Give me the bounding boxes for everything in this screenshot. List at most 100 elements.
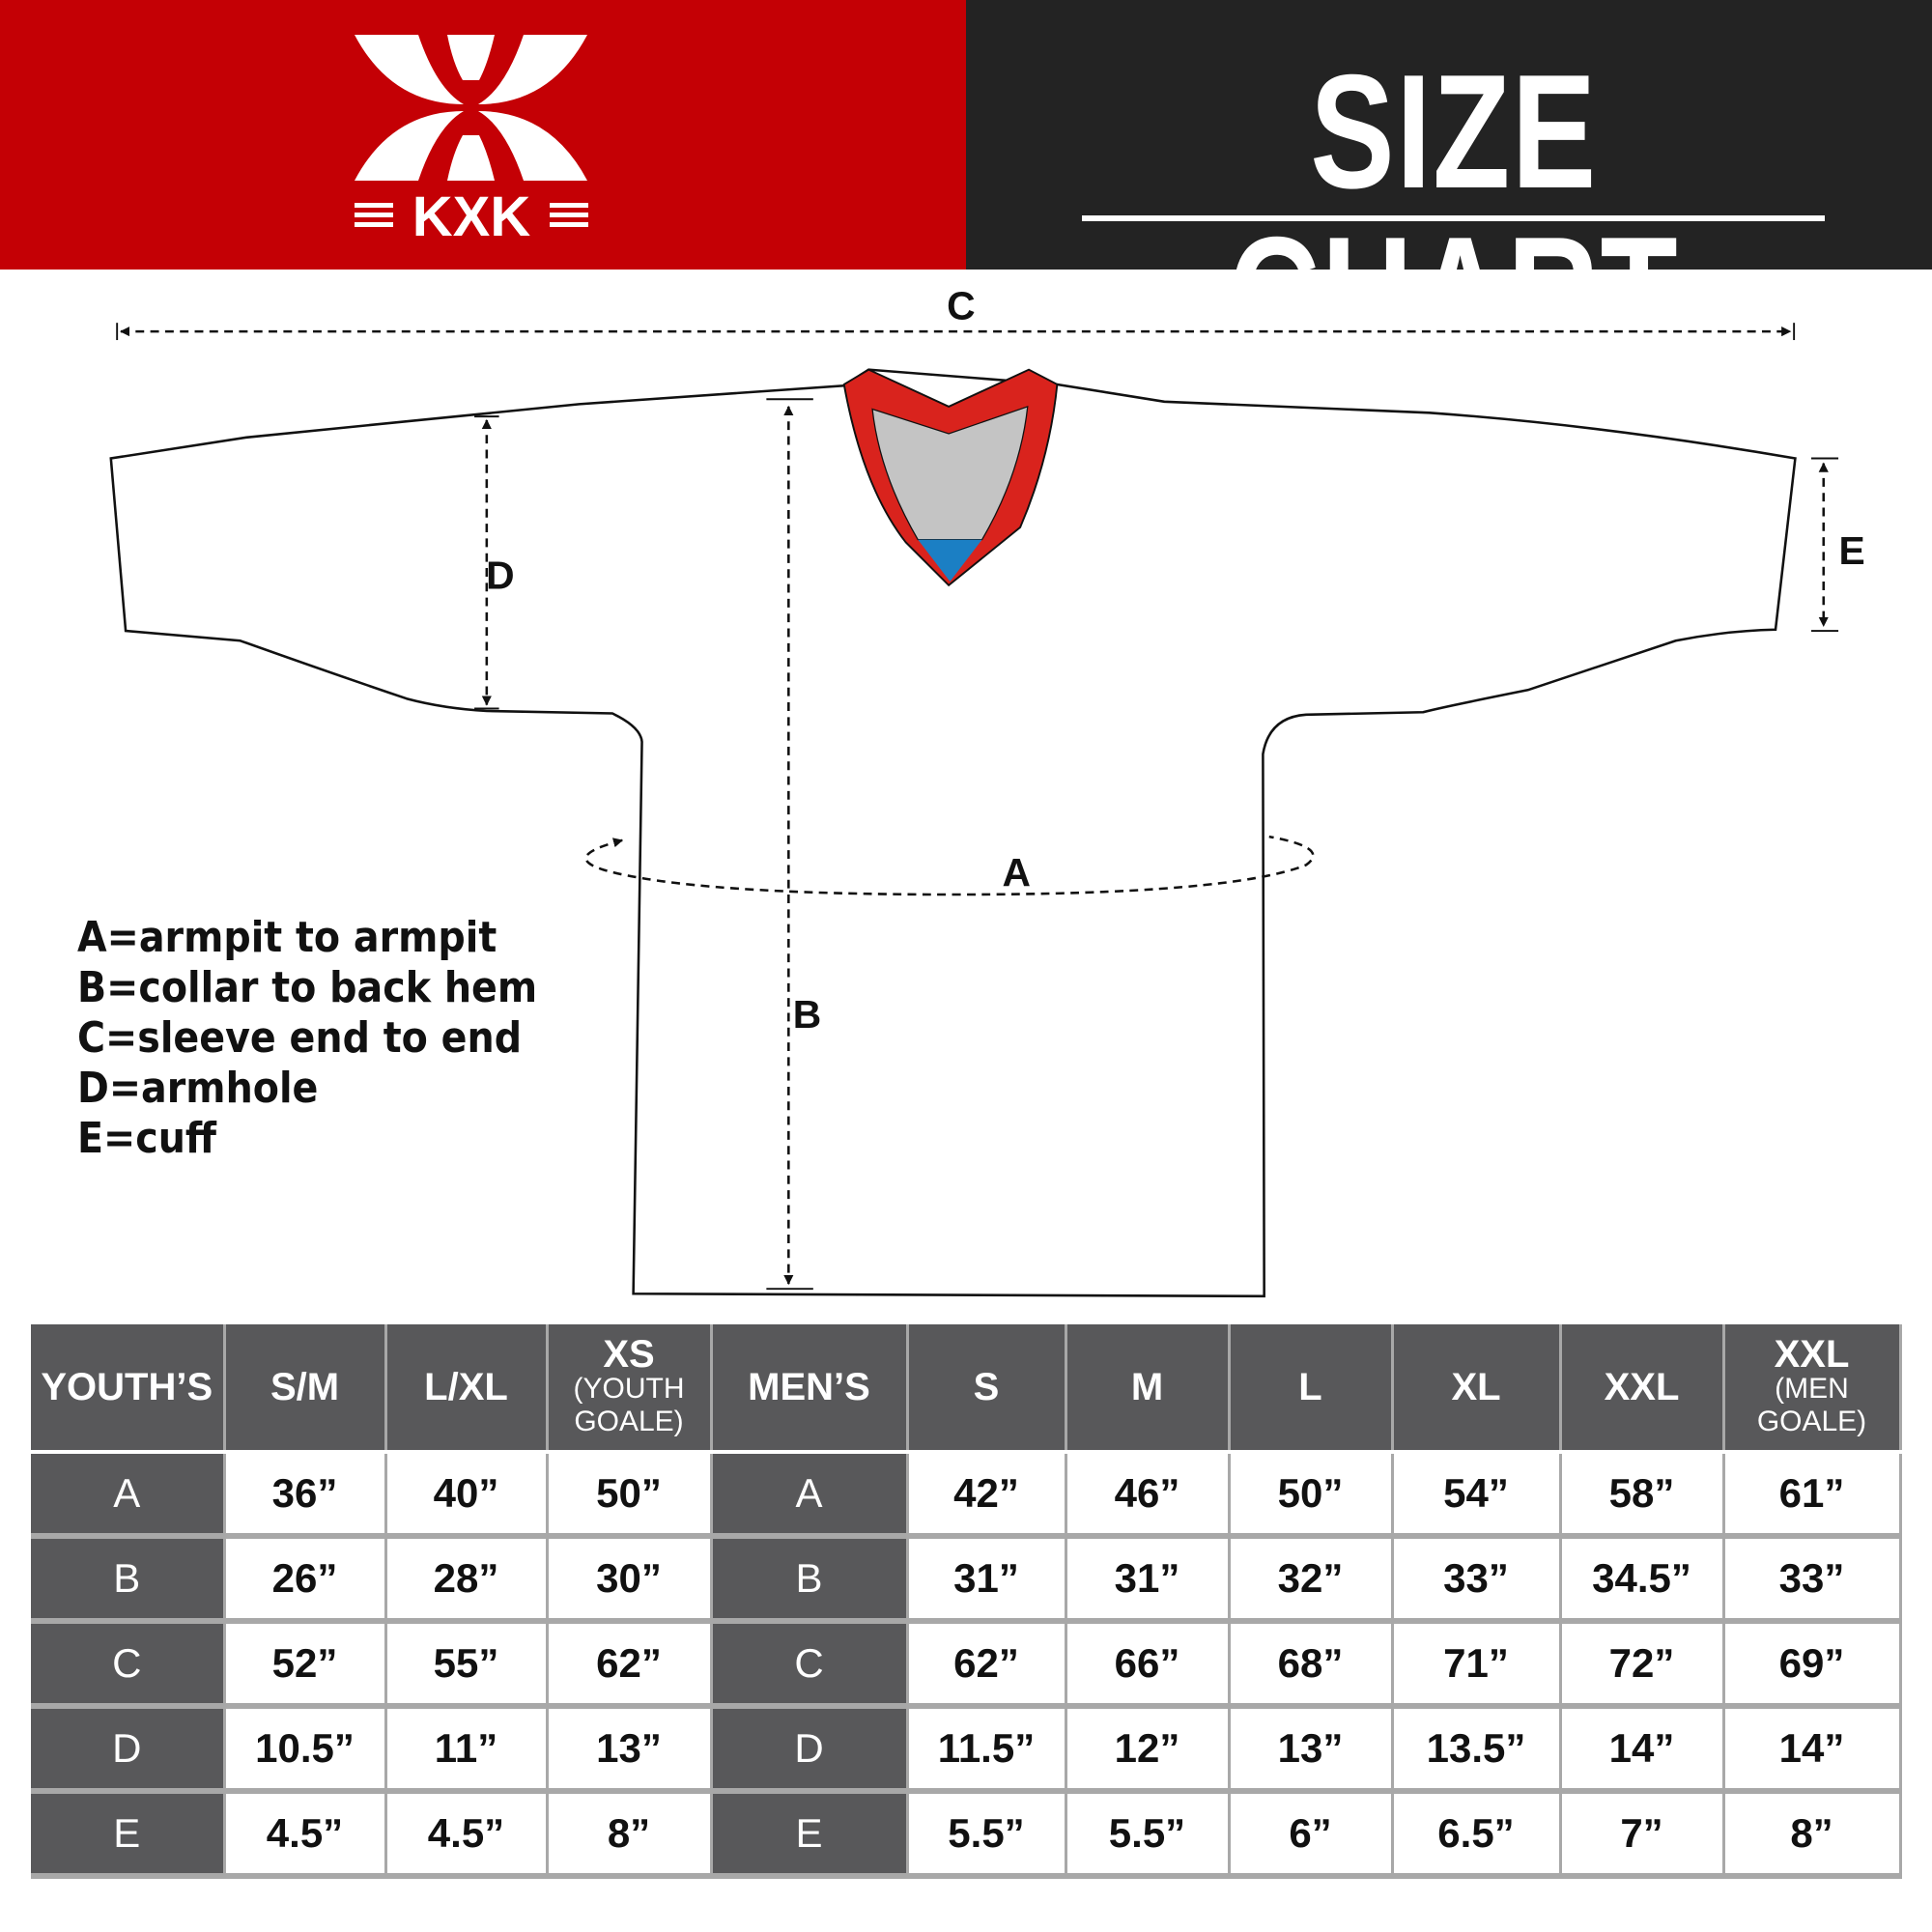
table-cell: 13”	[1229, 1706, 1394, 1794]
column-header-label: MEN’S	[748, 1366, 870, 1408]
table-row: B 26” 28” 30” B 31” 31” 32” 33” 34.5” 33”	[31, 1536, 1902, 1624]
row-label: E	[31, 1791, 226, 1879]
row-label: C	[31, 1621, 226, 1709]
row-label: B	[711, 1536, 909, 1624]
legend-item: B=collar to back hem	[77, 963, 538, 1012]
page-title: SIZE CHART	[1228, 41, 1680, 384]
collar-tip	[918, 539, 982, 582]
column-header: S/M	[224, 1324, 387, 1452]
table-cell: 62”	[907, 1621, 1067, 1709]
column-header: M	[1065, 1324, 1231, 1452]
row-label: B	[31, 1536, 226, 1624]
label-d: D	[486, 554, 514, 598]
table-cell: 7”	[1560, 1791, 1725, 1879]
row-label: A	[711, 1450, 909, 1539]
table-cell: 46”	[1065, 1450, 1231, 1539]
collar-inner	[871, 405, 1029, 541]
table-cell: 32”	[1229, 1536, 1394, 1624]
table-cell: 33”	[1392, 1536, 1562, 1624]
table-cell: 36”	[224, 1450, 387, 1539]
column-header-label: XXL	[1604, 1366, 1680, 1408]
table-cell: 28”	[385, 1536, 549, 1624]
table-row: A 36” 40” 50” A 42” 46” 50” 54” 58” 61”	[31, 1450, 1902, 1539]
label-e: E	[1838, 528, 1864, 573]
table-cell: 34.5”	[1560, 1536, 1725, 1624]
column-header: XXL (MEN GOALE)	[1723, 1324, 1902, 1452]
column-header-sub: (YOUTH GOALE)	[573, 1373, 685, 1437]
row-label: D	[711, 1706, 909, 1794]
table-cell: 68”	[1229, 1621, 1394, 1709]
table-cell: 66”	[1065, 1621, 1231, 1709]
label-c: C	[947, 283, 975, 327]
table-cell: 8”	[1723, 1791, 1902, 1879]
table-cell: 62”	[547, 1621, 713, 1709]
column-header-label: M	[1130, 1366, 1164, 1408]
row-label: D	[31, 1706, 226, 1794]
table-cell: 6.5”	[1392, 1791, 1562, 1879]
table-cell: 26”	[224, 1536, 387, 1624]
table-cell: 14”	[1560, 1706, 1725, 1794]
title-underline	[1082, 215, 1825, 221]
table-cell: 12”	[1065, 1706, 1231, 1794]
table-cell: 52”	[224, 1621, 387, 1709]
column-header-label: S	[973, 1366, 1000, 1408]
legend-item: D=armhole	[77, 1064, 319, 1113]
table-cell: 40”	[385, 1450, 549, 1539]
table-cell: 4.5”	[224, 1791, 387, 1879]
column-header-label: S/M	[270, 1366, 340, 1408]
column-header: XXL	[1560, 1324, 1725, 1452]
table-cell: 11.5”	[907, 1706, 1067, 1794]
jersey-outline	[109, 368, 1797, 1298]
table-cell: 72”	[1560, 1621, 1725, 1709]
column-header-label: XXL	[1774, 1333, 1850, 1376]
column-header-label: L	[1298, 1366, 1322, 1408]
title-header	[966, 0, 1932, 270]
table-cell: 50”	[547, 1450, 713, 1539]
column-header: L	[1229, 1324, 1394, 1452]
table-cell: 33”	[1723, 1536, 1902, 1624]
table-cell: 14”	[1723, 1706, 1902, 1794]
column-header: S	[907, 1324, 1067, 1452]
dimension-a-line	[584, 835, 1315, 896]
table-cell: 10.5”	[224, 1706, 387, 1794]
column-header: YOUTH’S	[31, 1324, 226, 1452]
legend-item: A=armpit to armpit	[77, 913, 497, 962]
table-cell: 30”	[547, 1536, 713, 1624]
table-cell: 4.5”	[385, 1791, 549, 1879]
table-cell: 31”	[1065, 1536, 1231, 1624]
kxk-logo: KXK	[355, 35, 588, 248]
size-table: YOUTH’S S/M L/XL XS (YOUTH GOALE) MEN’S S M L XL X…	[31, 1324, 1902, 1879]
table-row: C 52” 55” 62” C 62” 66” 68” 71” 72” 69”	[31, 1621, 1902, 1709]
row-label: A	[31, 1450, 226, 1539]
column-header-label: XL	[1451, 1366, 1501, 1408]
measurement-legend: A=armpit to armpit B=collar to back hem …	[77, 913, 537, 1164]
table-cell: 11”	[385, 1706, 549, 1794]
table-cell: 8”	[547, 1791, 713, 1879]
table-cell: 55”	[385, 1621, 549, 1709]
brand-header: KXK	[0, 0, 966, 270]
column-header-label: YOUTH’S	[41, 1366, 213, 1408]
legend-item: C=sleeve end to end	[77, 1013, 523, 1063]
table-cell: 58”	[1560, 1450, 1725, 1539]
column-header: XL	[1392, 1324, 1562, 1452]
column-header: L/XL	[385, 1324, 549, 1452]
table-header-row: YOUTH’S S/M L/XL XS (YOUTH GOALE) MEN’S S M L XL X…	[31, 1324, 1902, 1452]
table-cell: 61”	[1723, 1450, 1902, 1539]
label-b: B	[793, 992, 821, 1037]
row-label: C	[711, 1621, 909, 1709]
table-cell: 50”	[1229, 1450, 1394, 1539]
column-header-label: XS	[603, 1333, 655, 1376]
column-header-sub: (MEN GOALE)	[1756, 1373, 1867, 1437]
table-cell: 71”	[1392, 1621, 1562, 1709]
table-cell: 6”	[1229, 1791, 1394, 1879]
column-header: MEN’S	[711, 1324, 909, 1452]
table-row: D 10.5” 11” 13” D 11.5” 12” 13” 13.5” 14” 14”	[31, 1706, 1902, 1794]
table-cell: 54”	[1392, 1450, 1562, 1539]
table-cell: 5.5”	[907, 1791, 1067, 1879]
table-cell: 13”	[547, 1706, 713, 1794]
table-cell: 42”	[907, 1450, 1067, 1539]
legend-item: E=cuff	[77, 1114, 216, 1163]
column-header: XS (YOUTH GOALE)	[547, 1324, 713, 1452]
table-cell: 13.5”	[1392, 1706, 1562, 1794]
